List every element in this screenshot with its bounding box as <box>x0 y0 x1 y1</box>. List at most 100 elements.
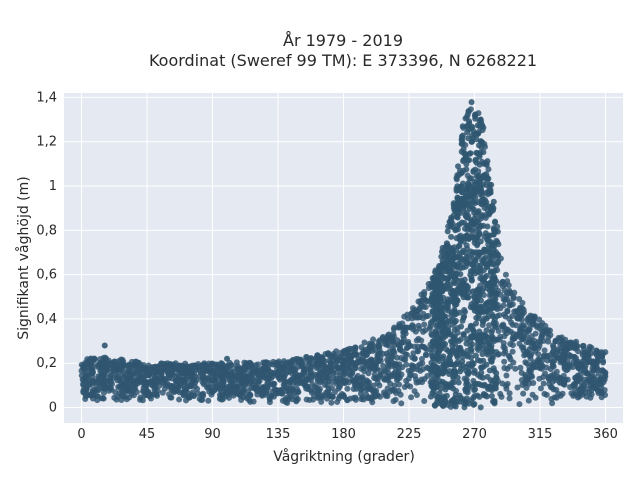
scatter-point <box>468 348 475 355</box>
scatter-point <box>522 359 529 366</box>
scatter-point <box>132 358 139 365</box>
scatter-point <box>469 383 476 390</box>
scatter-point <box>220 380 227 387</box>
scatter-point <box>476 393 483 400</box>
scatter-point <box>212 381 219 388</box>
scatter-point <box>295 389 302 396</box>
scatter-point <box>473 189 480 196</box>
scatter-point <box>598 394 605 401</box>
plot-area <box>64 93 623 423</box>
scatter-point <box>99 373 106 380</box>
scatter-point <box>488 303 495 310</box>
scatter-point <box>483 393 490 400</box>
scatter-point <box>450 374 457 381</box>
scatter-point <box>168 394 175 401</box>
scatter-point <box>443 346 450 353</box>
scatter-point <box>484 373 491 380</box>
y-tick-label: 0,2 <box>36 356 57 371</box>
scatter-point <box>443 240 450 247</box>
scatter-point <box>498 393 505 400</box>
scatter-point <box>516 401 523 408</box>
scatter-point <box>451 326 458 333</box>
scatter-point <box>506 390 513 397</box>
y-tick-label: 1,4 <box>36 90 57 105</box>
scatter-point <box>458 183 465 190</box>
scatter-point <box>520 322 527 329</box>
scatter-point <box>373 387 380 394</box>
scatter-point <box>228 386 235 393</box>
scatter-point <box>477 116 484 123</box>
scatter-point <box>276 366 283 373</box>
scatter-point <box>594 364 601 371</box>
scatter-point <box>580 342 587 349</box>
scatter-point <box>176 389 183 396</box>
scatter-point <box>473 212 480 219</box>
scatter-point <box>502 382 509 389</box>
x-tick-label: 45 <box>139 427 156 442</box>
scatter-point <box>429 371 436 378</box>
scatter-point <box>496 312 503 319</box>
scatter-point <box>475 249 482 256</box>
scatter-point <box>469 234 476 241</box>
scatter-point <box>436 281 443 288</box>
scatter-point <box>523 348 530 355</box>
scatter-point <box>544 357 551 364</box>
scatter-point <box>438 333 445 340</box>
scatter-point <box>491 267 498 274</box>
scatter-point <box>447 217 454 224</box>
scatter-point <box>519 316 526 323</box>
scatter-point <box>537 385 544 392</box>
scatter-point <box>514 315 521 322</box>
scatter-point <box>271 385 278 392</box>
scatter-point <box>342 371 349 378</box>
scatter-point <box>561 361 568 368</box>
scatter-point <box>459 141 466 148</box>
scatter-point <box>437 341 444 348</box>
scatter-point <box>489 259 496 266</box>
scatter-point <box>398 400 405 407</box>
scatter-point <box>469 362 476 369</box>
scatter-point <box>381 389 388 396</box>
scatter-point <box>102 355 109 362</box>
scatter-point <box>466 118 473 125</box>
scatter-point <box>458 323 465 330</box>
scatter-point <box>176 374 183 381</box>
scatter-point <box>451 292 458 299</box>
scatter-point <box>472 113 479 120</box>
scatter-point <box>448 233 455 240</box>
scatter-point <box>439 398 446 405</box>
scatter-point <box>484 285 491 292</box>
scatter-point <box>530 380 537 387</box>
scatter-point <box>471 400 478 407</box>
scatter-point <box>460 146 467 153</box>
scatter-point <box>306 397 313 404</box>
scatter-point <box>205 375 212 382</box>
scatter-point <box>488 345 495 352</box>
scatter-point <box>290 356 297 363</box>
scatter-point <box>445 327 452 334</box>
scatter-point <box>523 339 530 346</box>
scatter-point <box>547 366 554 373</box>
scatter-point <box>555 390 562 397</box>
scatter-point <box>433 366 440 373</box>
scatter-point <box>194 385 201 392</box>
scatter-point <box>302 365 309 372</box>
scatter-point <box>114 377 121 384</box>
scatter-point <box>82 380 89 387</box>
scatter-point <box>380 362 387 369</box>
scatter-point <box>170 387 177 394</box>
scatter-point <box>455 208 462 215</box>
scatter-point <box>452 273 459 280</box>
scatter-point <box>463 192 470 199</box>
scatter-point <box>479 374 486 381</box>
scatter-point <box>279 397 286 404</box>
scatter-point <box>265 366 272 373</box>
scatter-point <box>421 397 428 404</box>
scatter-point <box>476 181 483 188</box>
scatter-point <box>294 396 301 403</box>
scatter-point <box>461 404 468 411</box>
scatter-point <box>349 370 356 377</box>
scatter-point <box>386 348 393 355</box>
scatter-point <box>459 358 466 365</box>
